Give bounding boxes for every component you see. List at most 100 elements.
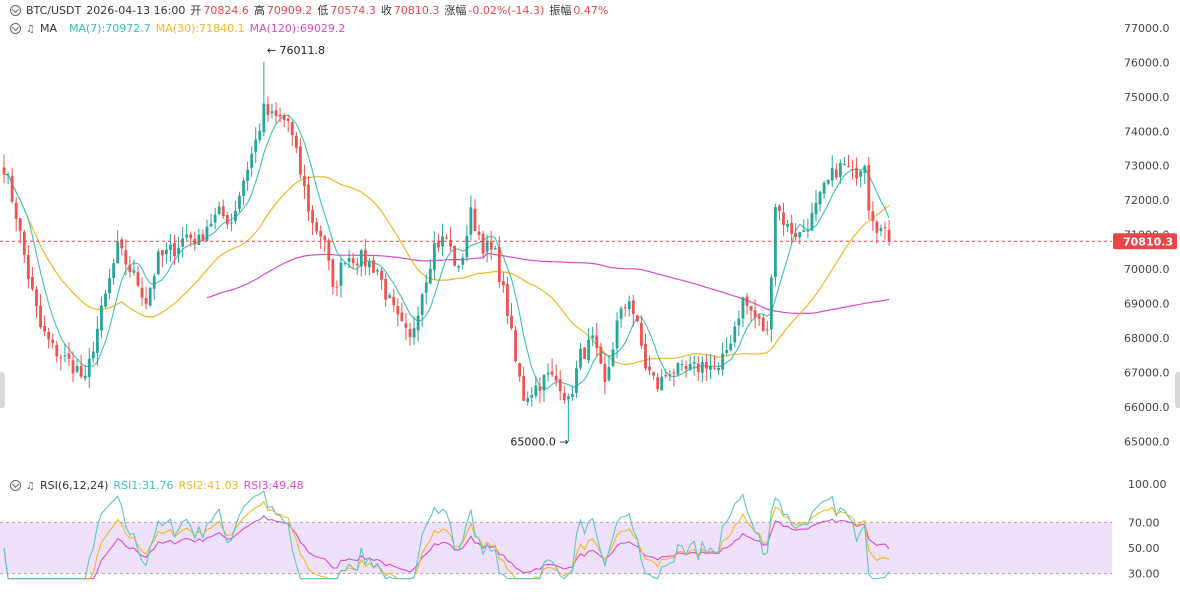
- candle: [323, 234, 327, 253]
- candle-body: [660, 376, 664, 391]
- candle-body: [631, 300, 635, 314]
- candle-body: [887, 229, 891, 242]
- candle-body: [838, 162, 842, 177]
- candle: [75, 359, 79, 374]
- candle: [51, 333, 55, 349]
- ma-label: MA: [39, 22, 57, 35]
- candle: [794, 223, 798, 242]
- candle: [571, 385, 574, 401]
- last-price-badge: [1113, 233, 1177, 250]
- candle: [87, 348, 91, 388]
- candle-body: [59, 357, 63, 359]
- candle: [802, 219, 806, 232]
- candle: [579, 342, 582, 371]
- candle-body: [595, 335, 599, 349]
- eye-icon[interactable]: [10, 23, 21, 34]
- candle-body: [437, 241, 440, 248]
- candle: [91, 341, 95, 363]
- ma-lines: [3, 114, 890, 390]
- candle-body: [416, 315, 420, 331]
- candle-body: [851, 169, 854, 171]
- candle: [704, 354, 708, 381]
- candle-body: [363, 249, 367, 267]
- candle: [144, 287, 148, 310]
- price-annotation: ← 76011.8: [267, 44, 325, 57]
- candle: [152, 273, 156, 300]
- candle: [640, 315, 643, 349]
- candle-body: [132, 270, 136, 273]
- candle-body: [733, 326, 737, 343]
- candle-body: [774, 207, 777, 277]
- candle-body: [250, 153, 254, 168]
- bell-icon[interactable]: ♫: [26, 481, 35, 492]
- candle: [522, 366, 526, 402]
- candle: [855, 157, 858, 186]
- candle-body: [347, 257, 351, 262]
- candle-body: [315, 222, 319, 232]
- candle-body: [883, 226, 887, 228]
- candles: [2, 61, 891, 442]
- candle: [71, 351, 75, 383]
- candle-body: [648, 366, 651, 371]
- candle-body: [704, 362, 708, 369]
- bell-icon[interactable]: ♫: [26, 24, 35, 35]
- candle-body: [583, 347, 586, 359]
- candle: [156, 248, 160, 275]
- rsi-legend: ♫ RSI(6,12,24) RSI1:31.76 RSI2:41.03 RSI3:49…: [10, 478, 309, 495]
- candle-body: [445, 237, 448, 239]
- ma30-line: [3, 173, 890, 366]
- candle-body: [368, 261, 371, 268]
- candle: [343, 261, 347, 266]
- candle: [875, 220, 879, 244]
- candle-body: [879, 228, 883, 232]
- candle: [22, 229, 26, 263]
- candle-body: [469, 207, 473, 235]
- candle: [47, 327, 51, 349]
- candle: [201, 229, 205, 243]
- candle: [380, 267, 383, 290]
- candle-body: [246, 169, 249, 181]
- candle-body: [303, 176, 306, 187]
- candle-body: [31, 277, 34, 290]
- candle: [39, 294, 42, 330]
- eye-icon[interactable]: [10, 480, 21, 491]
- candle: [331, 258, 335, 295]
- candle: [745, 292, 749, 315]
- candle-body: [2, 167, 6, 175]
- candle-body: [10, 176, 14, 202]
- candle-body: [518, 363, 522, 377]
- candle-body: [700, 362, 704, 373]
- candle: [806, 218, 810, 239]
- candle-body: [765, 329, 769, 331]
- candle: [359, 249, 363, 277]
- candle: [286, 115, 290, 133]
- candle: [863, 164, 867, 184]
- price-tick-label: 69000.0: [1124, 298, 1170, 311]
- candle-body: [238, 195, 241, 209]
- scroll-left-handle[interactable]: [0, 372, 5, 408]
- candle-body: [189, 234, 193, 239]
- candle-body: [404, 323, 408, 328]
- candle: [497, 236, 501, 288]
- candle-body: [810, 212, 814, 231]
- candle: [656, 373, 660, 392]
- candle: [6, 171, 10, 184]
- candle-body: [311, 210, 314, 223]
- price-tick-label: 77000.0: [1124, 22, 1170, 35]
- candle-body: [635, 315, 639, 322]
- candle-body: [745, 296, 749, 306]
- candle-body: [465, 235, 469, 258]
- candle: [388, 292, 392, 299]
- candle: [254, 127, 258, 164]
- candle: [100, 296, 103, 338]
- candle-body: [802, 230, 806, 232]
- eye-icon[interactable]: [10, 5, 21, 16]
- candle-body: [769, 277, 773, 330]
- candle: [611, 341, 615, 368]
- candle: [786, 219, 789, 232]
- price-tick-label: 66000.0: [1124, 401, 1170, 414]
- candle-body: [43, 325, 46, 332]
- candle-body: [790, 223, 794, 234]
- scroll-right-handle[interactable]: [1175, 372, 1180, 408]
